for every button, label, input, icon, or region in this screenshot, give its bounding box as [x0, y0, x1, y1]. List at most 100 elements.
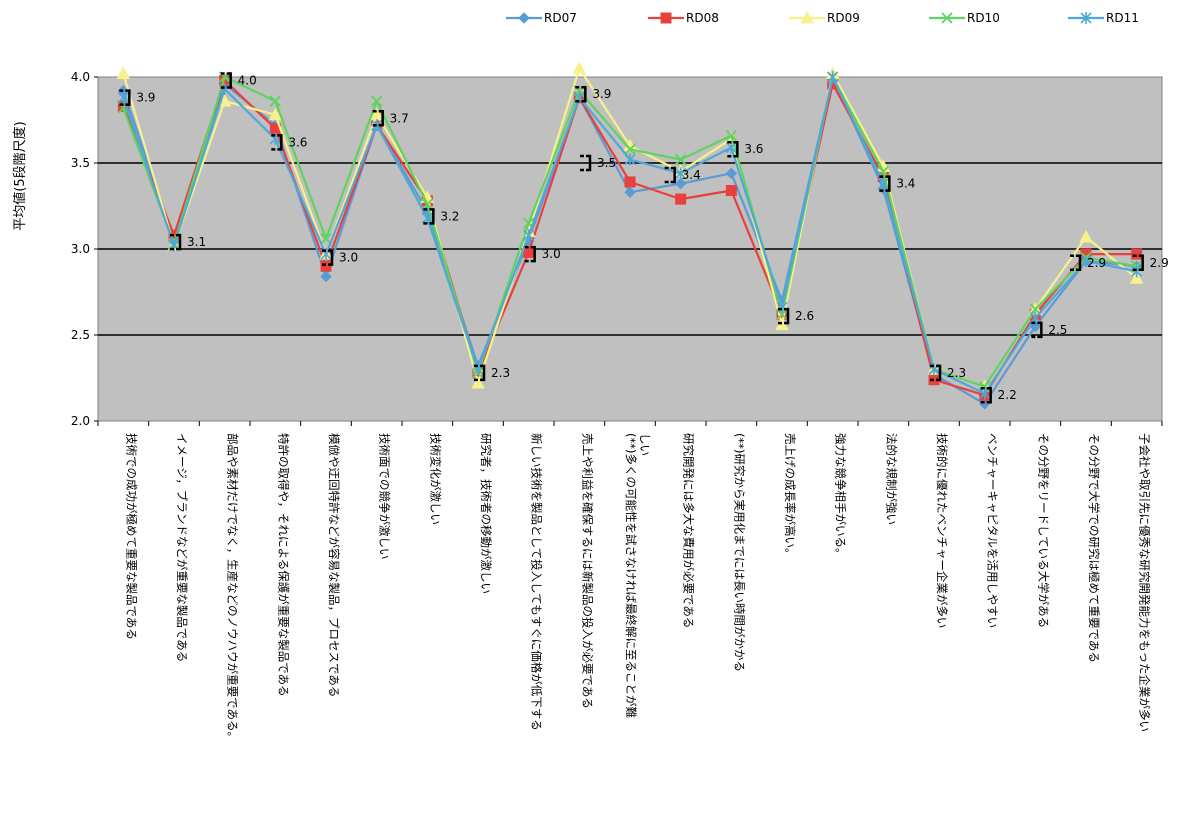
- data-label-marker: [423, 208, 435, 225]
- data-label: 3.0: [339, 251, 358, 265]
- legend-marker: [800, 10, 814, 24]
- data-point-RD10: [421, 198, 433, 210]
- category-label: 子会社や取引先に優秀な研究開発能力をもった企業が多い: [1138, 433, 1152, 732]
- category-label-line: (**)多くの可能性を試さなければ最終解に至ることが難: [624, 433, 638, 718]
- category-label: 法的な規制が強い: [884, 433, 898, 525]
- data-label-marker: [580, 154, 592, 172]
- data-point-RD10: [624, 143, 636, 155]
- data-label: 3.9: [136, 91, 155, 105]
- data-point-RD07: [674, 177, 687, 190]
- data-label: 3.6: [288, 135, 307, 149]
- data-label: 2.5: [1048, 323, 1067, 337]
- category-label-line: その分野をリードしている大学がある: [1036, 433, 1050, 628]
- category-label-line: 強力な競争相手がいる。: [834, 433, 848, 560]
- data-point-RD10: [725, 129, 737, 142]
- data-point-RD11: [371, 119, 383, 132]
- data-point-RD09: [572, 61, 587, 74]
- data-label: 3.9: [592, 87, 611, 101]
- category-labels: 技術での成功が極めて重要な製品である イメージ，ブランドなどが重要な製品である 部品…: [124, 433, 1151, 743]
- data-label: 2.6: [795, 309, 814, 323]
- y-tick-label: 3.5: [71, 156, 90, 170]
- data-label: 2.9: [1150, 256, 1169, 270]
- legend-marker: [1080, 12, 1092, 24]
- category-label-line: 子会社や取引先に優秀な研究開発能力をもった企業が多い: [1138, 433, 1152, 732]
- category-label: ベンチャーキャピタルを活用しやすい: [986, 433, 1000, 628]
- legend-marker: [941, 12, 953, 24]
- x-axis-ticks: [97, 421, 1163, 426]
- category-label: その分野で大学での研究は極めて重要である: [1087, 433, 1101, 663]
- data-point-RD11: [421, 212, 433, 225]
- category-label: 技術的に優れたベンチャー企業が多い: [935, 433, 949, 628]
- data-point-RD10: [371, 95, 383, 107]
- y-tick-label: 4.0: [71, 70, 90, 84]
- data-point-RD11: [117, 91, 129, 104]
- data-label: 3.5: [597, 156, 616, 170]
- data-label: 4.0: [238, 73, 257, 87]
- data-label-marker: [930, 364, 942, 382]
- legend-item-RD11: RD11: [1068, 11, 1139, 25]
- y-tick-label: 2.0: [71, 414, 90, 428]
- data-label-marker: [1070, 254, 1082, 272]
- data-label-marker: [119, 89, 131, 106]
- category-label: 新しい技術を製品として投入してもすぐに価格が低下する: [530, 433, 544, 731]
- category-label: 研究開発には多大な費用が必要である: [682, 433, 696, 628]
- legend-item-RD10: RD10: [929, 11, 1000, 25]
- data-label: 3.4: [682, 168, 701, 182]
- category-label: 技術での成功が極めて重要な製品である: [124, 433, 138, 640]
- data-label-marker: [322, 249, 334, 266]
- category-label-line: イメージ，ブランドなどが重要な製品である: [175, 433, 189, 662]
- data-label-marker: [664, 166, 676, 184]
- data-point-RD11: [1080, 255, 1092, 268]
- data-point-RD11: [827, 71, 839, 83]
- data-point-RD08: [320, 260, 332, 272]
- data-point-RD08: [523, 246, 535, 258]
- data-label: 2.3: [491, 366, 510, 380]
- data-labels: 3.9 3.1 4.0 3.6 3.0 3.7 3.2 2.3 3.0 3.9 3.5 3.4 3.6 2…: [119, 72, 1169, 404]
- data-label: 3.6: [744, 142, 763, 156]
- y-tick-label: 2.5: [71, 328, 90, 342]
- legend-marker: [660, 12, 672, 24]
- category-label: 部品や素材だけでなく，生産などのノウハウが重要である。: [226, 433, 240, 743]
- y-tick-label: 3.0: [71, 242, 90, 256]
- data-point-RD11: [776, 301, 788, 314]
- category-label: イメージ，ブランドなどが重要な製品である: [175, 433, 189, 662]
- series-lines: [116, 61, 1144, 410]
- data-label-marker: [1031, 321, 1043, 339]
- category-label-line: 売上げの成長率が高い。: [783, 433, 797, 560]
- y-axis-ticks: 2.0 2.5 3.0 3.5 4.0: [71, 70, 98, 428]
- y-axis-title: 平均値(5段階尺度): [12, 121, 28, 230]
- data-point-RD07: [725, 167, 738, 180]
- category-label-line: 技術面での競争が激しい: [378, 433, 392, 560]
- data-label: 2.2: [998, 388, 1017, 402]
- legend: RD07 RD08 RD09 RD10 RD11: [506, 10, 1139, 25]
- data-point-RD11: [523, 229, 535, 242]
- data-point-RD07: [624, 186, 636, 198]
- data-label-marker: [980, 386, 992, 404]
- data-label-marker: [372, 110, 384, 127]
- data-point-RD10: [675, 153, 687, 166]
- data-point-RD09: [471, 376, 485, 389]
- category-label-line: 研究者，技術者の移動が激しい: [479, 433, 493, 594]
- data-point-RD10: [269, 95, 281, 107]
- data-point-RD09: [1129, 271, 1144, 284]
- category-label-line: 技術的に優れたベンチャー企業が多い: [935, 433, 949, 628]
- legend-label: RD07: [544, 11, 577, 25]
- data-point-RD11: [675, 167, 687, 180]
- data-label: 2.9: [1087, 256, 1106, 270]
- category-label: 技術面での競争が激しい: [378, 433, 392, 560]
- data-label-marker: [271, 134, 283, 151]
- category-label: 特許の取得や，それによる保護が重要な製品である: [276, 433, 290, 697]
- category-label: 技術変化が激しい: [428, 433, 442, 525]
- data-point-RD11: [219, 83, 231, 96]
- legend-label: RD09: [827, 11, 860, 25]
- data-label-marker: [220, 72, 232, 89]
- legend-item-RD09: RD09: [789, 10, 860, 25]
- category-label-line: 模倣や迂回特許などが容易な製品，プロセスである: [327, 433, 341, 697]
- data-point-RD11: [624, 153, 636, 166]
- category-label-line: 研究開発には多大な費用が必要である: [682, 433, 696, 628]
- category-label: (**)多くの可能性を試さなければ最終解に至ることが難 しい: [624, 433, 652, 718]
- data-point-RD09: [1079, 229, 1093, 243]
- data-label-marker: [879, 175, 891, 192]
- data-label-marker: [575, 85, 587, 103]
